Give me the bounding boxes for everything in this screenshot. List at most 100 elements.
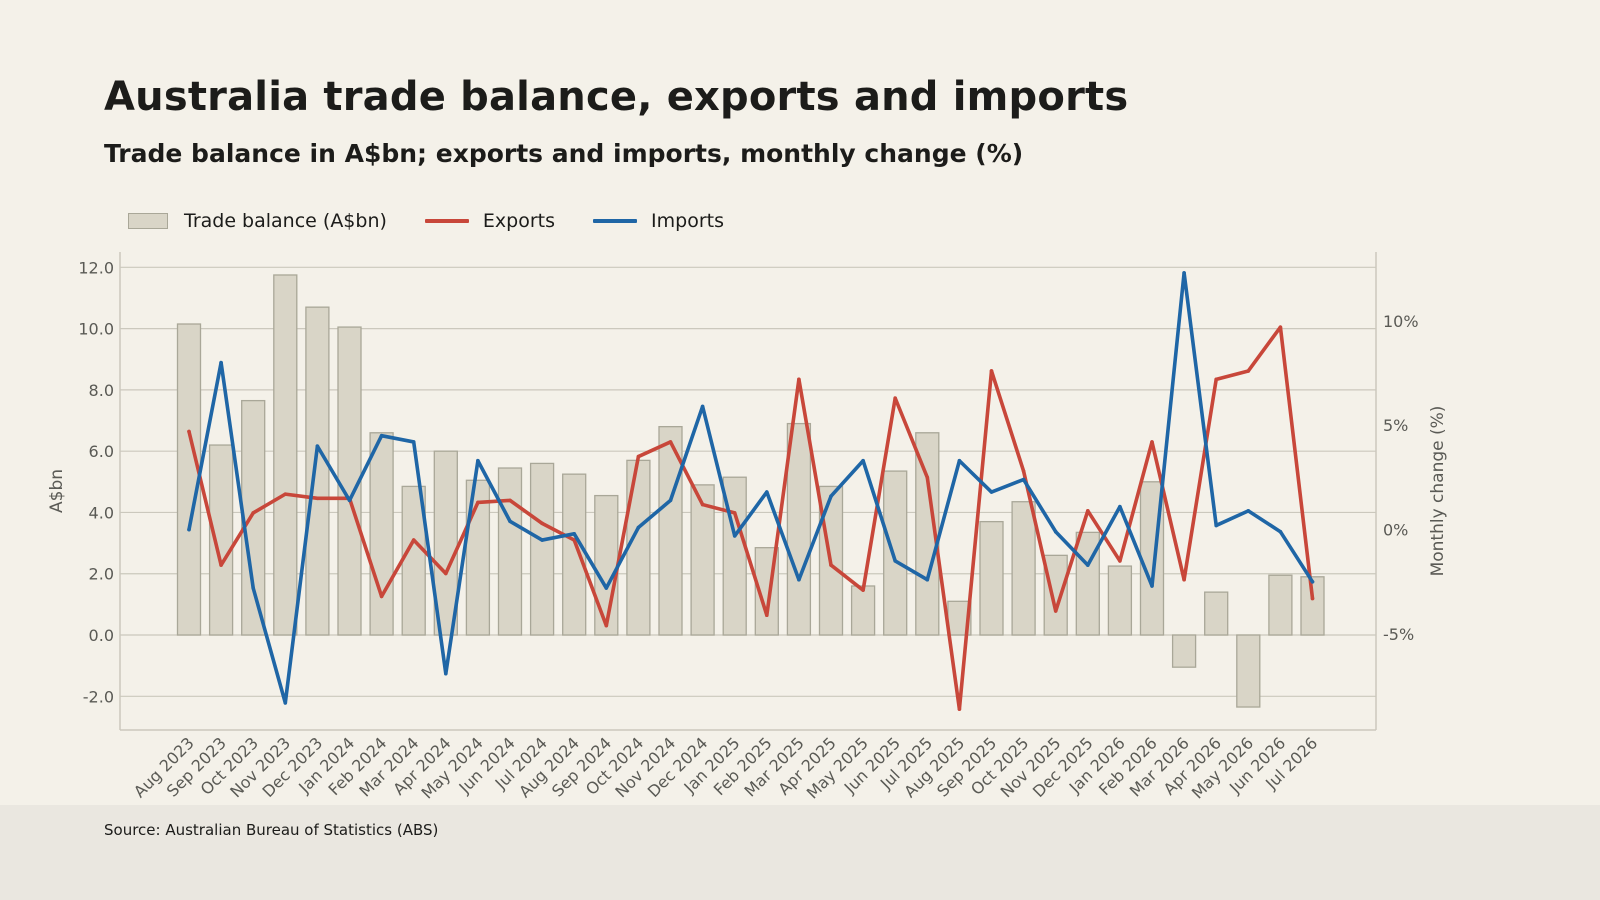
point-imports [765,490,769,494]
point-imports [187,527,191,532]
point-exports [1182,577,1186,582]
source-note: Source: Australian Bureau of Statistics … [104,821,439,839]
bar-trade-balance [1107,565,1133,636]
line-imports [187,271,1315,705]
point-imports [861,458,865,463]
point-exports [540,521,544,526]
point-exports [251,511,255,515]
y-left-tick-label: 8.0 [89,381,114,400]
point-exports [187,429,191,434]
y-left-tick-label: -2.0 [83,687,114,706]
point-imports [797,577,801,582]
y-right-tick-label: 0% [1383,521,1408,540]
point-exports [444,571,448,576]
point-exports [957,707,962,711]
y-left-tick-label: 0.0 [89,626,114,645]
point-imports [251,586,255,590]
point-exports [1278,325,1283,329]
point-imports [476,458,480,463]
bar-trade-balance [883,470,908,636]
legend-label-exports: Exports [482,210,556,232]
point-imports [1118,504,1122,509]
bar-trade-balance [1268,574,1293,636]
point-imports [1021,477,1026,482]
point-imports [1246,509,1251,513]
bar-trade-balance [786,422,812,636]
bar-trade-balance [208,444,234,636]
point-imports [957,458,962,463]
point-exports [861,588,865,592]
y-left-tick-label: 10.0 [78,320,114,339]
bar-trade-balance [273,274,298,636]
footer: Source: Australian Bureau of Statistics … [0,805,1600,900]
point-exports [1246,369,1251,373]
point-exports [315,496,320,501]
point-exports [1150,440,1154,444]
bar-trade-balance [1171,634,1197,668]
point-imports [572,531,576,536]
point-imports [732,534,737,538]
point-imports [893,559,897,563]
y-right-tick-label: 5% [1383,416,1408,435]
bar-trade-balance [1236,634,1261,708]
bar-trade-balance [594,494,619,636]
point-imports [508,519,512,524]
point-imports [1053,529,1058,534]
bar-trade-balance [1300,576,1325,636]
point-exports [636,454,641,459]
point-exports [1310,596,1315,601]
point-imports [283,701,288,705]
point-exports [219,563,223,567]
chart-subtitle: Trade balance in A$bn; exports and impor… [104,139,1024,168]
bar-trade-balance [529,462,555,636]
point-imports [1278,529,1283,534]
point-imports [668,498,673,503]
point-exports [508,498,512,503]
bar-trade-balance [562,473,587,636]
bar-trade-balance [305,306,330,636]
point-exports [732,511,737,515]
bar-trade-balance [241,399,266,636]
y-left-tick-label: 12.0 [78,258,114,277]
y-right-tick-label: -5% [1383,625,1414,644]
point-exports [829,563,833,567]
bar-trade-balance [497,467,523,636]
chart-title: Australia trade balance, exports and imp… [104,74,1129,120]
point-exports [1118,559,1122,563]
point-exports [476,500,480,505]
point-exports [1021,469,1026,473]
point-exports [604,623,609,628]
bar-trade-balance [979,520,1004,636]
bar-trade-balance [369,432,394,636]
point-imports [1310,579,1315,584]
legend-item-exports: Exports [424,210,556,232]
point-imports [925,577,930,582]
legend-item-trade-balance: Trade balance (A$bn) [128,210,387,232]
legend-label-imports: Imports [651,210,724,232]
point-exports [668,440,673,444]
point-imports [444,671,448,676]
point-imports [540,538,544,542]
point-exports [1053,609,1058,613]
legend-swatch-exports [424,219,469,223]
legend-swatch-trade-balance [128,213,168,229]
bar-trade-balance [626,459,651,636]
point-imports [636,525,641,530]
point-imports [379,433,384,438]
bar-trade-balance [690,484,715,636]
point-imports [700,404,705,409]
point-imports [829,494,833,499]
y-left-tick-label: 4.0 [89,503,114,522]
point-exports [411,538,416,542]
point-exports [989,369,994,373]
point-imports [1150,584,1154,588]
chart-plot: -2.0 0.0 2.0 4.0 6.0 8.0 10.0 12.0 -5% 0% 5% 10% A$b… [47,252,1448,803]
y-right-axis-label: Monthly change (%) [1428,406,1448,577]
point-imports [989,490,994,494]
point-imports [604,586,609,590]
point-imports [1182,271,1186,275]
point-exports [797,377,801,382]
y-left-axis-label: A$bn [47,469,67,513]
bar-trade-balance [433,450,458,636]
bar-trade-balance [1011,501,1036,636]
